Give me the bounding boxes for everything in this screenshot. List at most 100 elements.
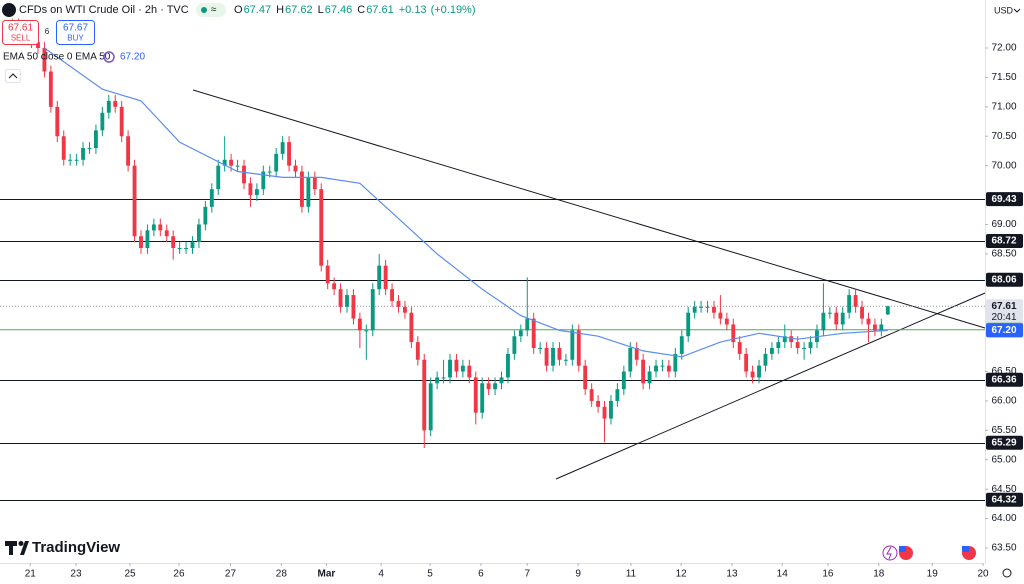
ohlc-value: 67.46 [325, 4, 353, 16]
candle-body [164, 230, 169, 237]
candle-body [287, 142, 291, 166]
candle-body [364, 330, 369, 332]
indicator-name[interactable]: EMA 50 close 0 EMA 50 [3, 52, 111, 63]
us-event-flag-canton [899, 546, 906, 552]
candle-body [87, 148, 92, 149]
candle-body [222, 159, 227, 166]
price-level-tag [986, 435, 1023, 450]
ema-line [44, 47, 888, 358]
candle-body [512, 336, 517, 354]
event-icon[interactable] [882, 545, 898, 561]
candle-body [235, 165, 240, 167]
buy-label: BUY [67, 34, 84, 43]
candle-body [300, 171, 304, 207]
candle-body [808, 342, 813, 348]
candle-body [351, 295, 356, 319]
candle-body [853, 295, 858, 307]
indicator-value: 67.20 [120, 52, 145, 63]
candle-body [628, 348, 633, 372]
logo-mark [18, 541, 24, 546]
candle-body [448, 359, 452, 378]
indicator-icon[interactable] [103, 51, 115, 63]
x-tick-label: 14 [777, 569, 789, 580]
candle-body [782, 336, 787, 343]
brand[interactable]: TradingView [32, 539, 120, 556]
ohlc-key: O [234, 4, 243, 16]
ohlc-key: H [276, 4, 284, 16]
last-price-tag-label: 67.61 [991, 301, 1016, 312]
ohlc-key: C [357, 4, 365, 16]
x-tick-label: 18 [873, 569, 885, 580]
price-level-tag-label: 69.43 [991, 194, 1016, 205]
sell-button[interactable] [2, 20, 39, 45]
candle-body [280, 142, 285, 154]
candle-body [699, 306, 704, 308]
ema-value-tag [986, 323, 1023, 338]
buy-price: 67.67 [63, 23, 88, 34]
candle-body [763, 353, 768, 366]
candle-body [293, 165, 298, 172]
candle-body [158, 224, 163, 231]
candle-body [171, 236, 176, 248]
x-tick-label: 6 [478, 569, 484, 580]
candle-body [61, 136, 66, 160]
candle-body [544, 348, 549, 366]
candle-body [615, 389, 620, 401]
candle-body [705, 306, 710, 308]
price-level-tag [986, 272, 1023, 287]
x-tick-label: 27 [225, 569, 237, 580]
logo-mark [9, 541, 13, 555]
candle-body [647, 371, 652, 384]
candle-body [403, 306, 407, 313]
candle-body [267, 171, 272, 173]
candle-body [390, 289, 394, 301]
candle-body [525, 318, 530, 331]
price-level-tag-label: 68.06 [991, 274, 1016, 285]
collapse-icon [8, 73, 18, 79]
candle-body [435, 377, 440, 384]
candle-body [641, 359, 646, 384]
candle-body [261, 171, 266, 190]
candle-body [209, 189, 214, 207]
candle-body [74, 159, 79, 161]
ohlc-value: 67.61 [366, 4, 394, 16]
levels [0, 199, 985, 501]
candle-body [473, 377, 478, 413]
price-level-tag [986, 233, 1023, 248]
candle-body [589, 389, 594, 401]
collapse-button[interactable] [5, 69, 21, 83]
candle-body [531, 318, 536, 348]
candle-body [422, 359, 427, 431]
candle-body [93, 130, 98, 148]
trend-line-up [555, 292, 986, 480]
buy-button[interactable] [56, 20, 95, 45]
symbol-title[interactable]: CFDs on WTI Crude Oil · 2h · TVC [19, 4, 189, 16]
change: +0.13 [399, 4, 427, 16]
y-tick-label: 64.50 [991, 484, 1016, 495]
candle-body [409, 312, 414, 343]
candle-body [692, 306, 697, 313]
candle-body [377, 265, 382, 290]
candle-body [731, 324, 736, 343]
candle-body [151, 224, 156, 231]
y-tick-label: 65.00 [991, 454, 1016, 465]
candle-body [216, 165, 221, 190]
candle-body [827, 312, 832, 314]
candle-body [383, 265, 388, 290]
y-tick-label: 66.50 [991, 366, 1016, 377]
candle-body [197, 224, 201, 243]
candle-body [673, 353, 678, 372]
x-tick-label: 21 [25, 569, 37, 580]
settings-icon[interactable] [1002, 568, 1012, 578]
last-price-tag-extra: 20:41 [991, 312, 1016, 323]
y-tick-label: 66.00 [991, 396, 1016, 407]
status-pill[interactable] [196, 3, 226, 17]
candle-body [679, 336, 684, 354]
candle-body [570, 330, 575, 360]
candle-body [132, 165, 137, 237]
sell-label: SELL [11, 34, 31, 43]
currency[interactable]: USD [994, 5, 1014, 15]
y-tick-label: 70.50 [991, 131, 1016, 142]
